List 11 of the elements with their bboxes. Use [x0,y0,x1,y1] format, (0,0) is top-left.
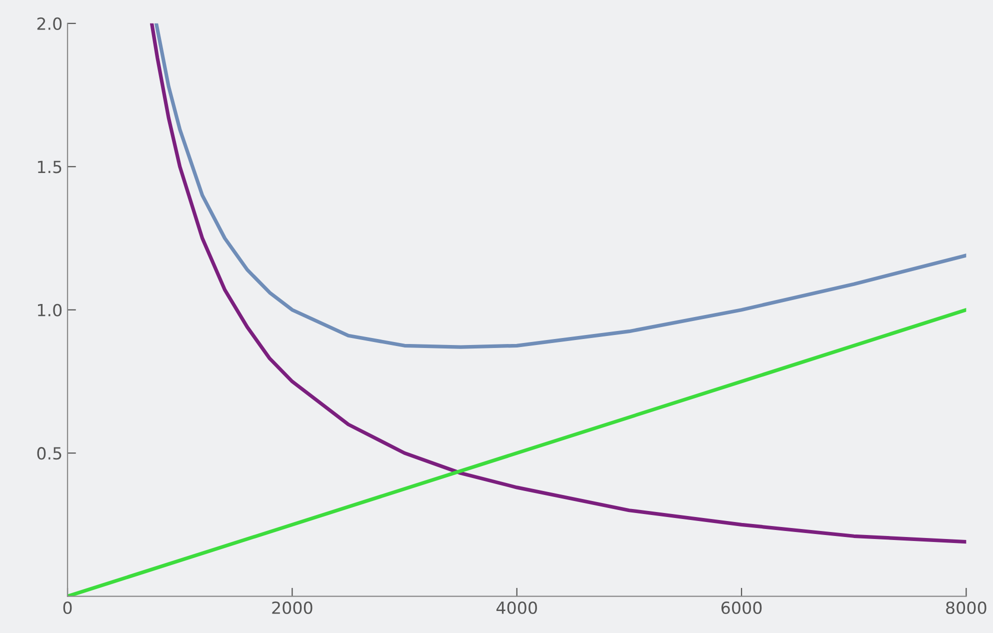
x-tick-label: 4000 [496,601,537,614]
x-tick-label: 0 [63,601,72,614]
x-tick-label: 6000 [721,601,762,614]
y-tick-label: 1.5 [38,160,62,174]
x-tick-label: 2000 [272,601,312,614]
line-series [150,23,966,544]
y-tick-label: 1.0 [38,304,62,316]
line-series [154,23,966,349]
x-tick-label: 8000 [946,601,986,614]
y-tick-label: 2.0 [37,17,62,30]
y-tick-label: 0.5 [37,447,62,460]
